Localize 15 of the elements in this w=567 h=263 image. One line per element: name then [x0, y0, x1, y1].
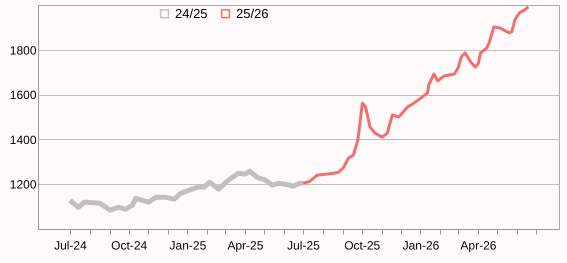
x-tick-label: Oct-25: [344, 238, 381, 252]
x-tick-label: Jul-25: [287, 238, 320, 252]
y-tick-label: 1800: [10, 43, 37, 58]
line-series: [301, 5, 530, 185]
x-tick-label: Jul-24: [54, 238, 88, 252]
y-tick-label: 1200: [10, 178, 37, 192]
x-tick-label: Apr-26: [460, 238, 497, 252]
x-tick-label: Oct-24: [111, 238, 148, 252]
y-tick-label: 1400: [10, 132, 37, 147]
x-tick-label: Apr-25: [227, 238, 264, 252]
y-tick-label: 1600: [10, 88, 37, 102]
x-tick-label: Jan-25: [170, 238, 207, 252]
x-tick-label: Jan-26: [402, 238, 440, 252]
legend-label: 25/26: [236, 6, 269, 21]
legend-label: 24/25: [175, 6, 208, 21]
